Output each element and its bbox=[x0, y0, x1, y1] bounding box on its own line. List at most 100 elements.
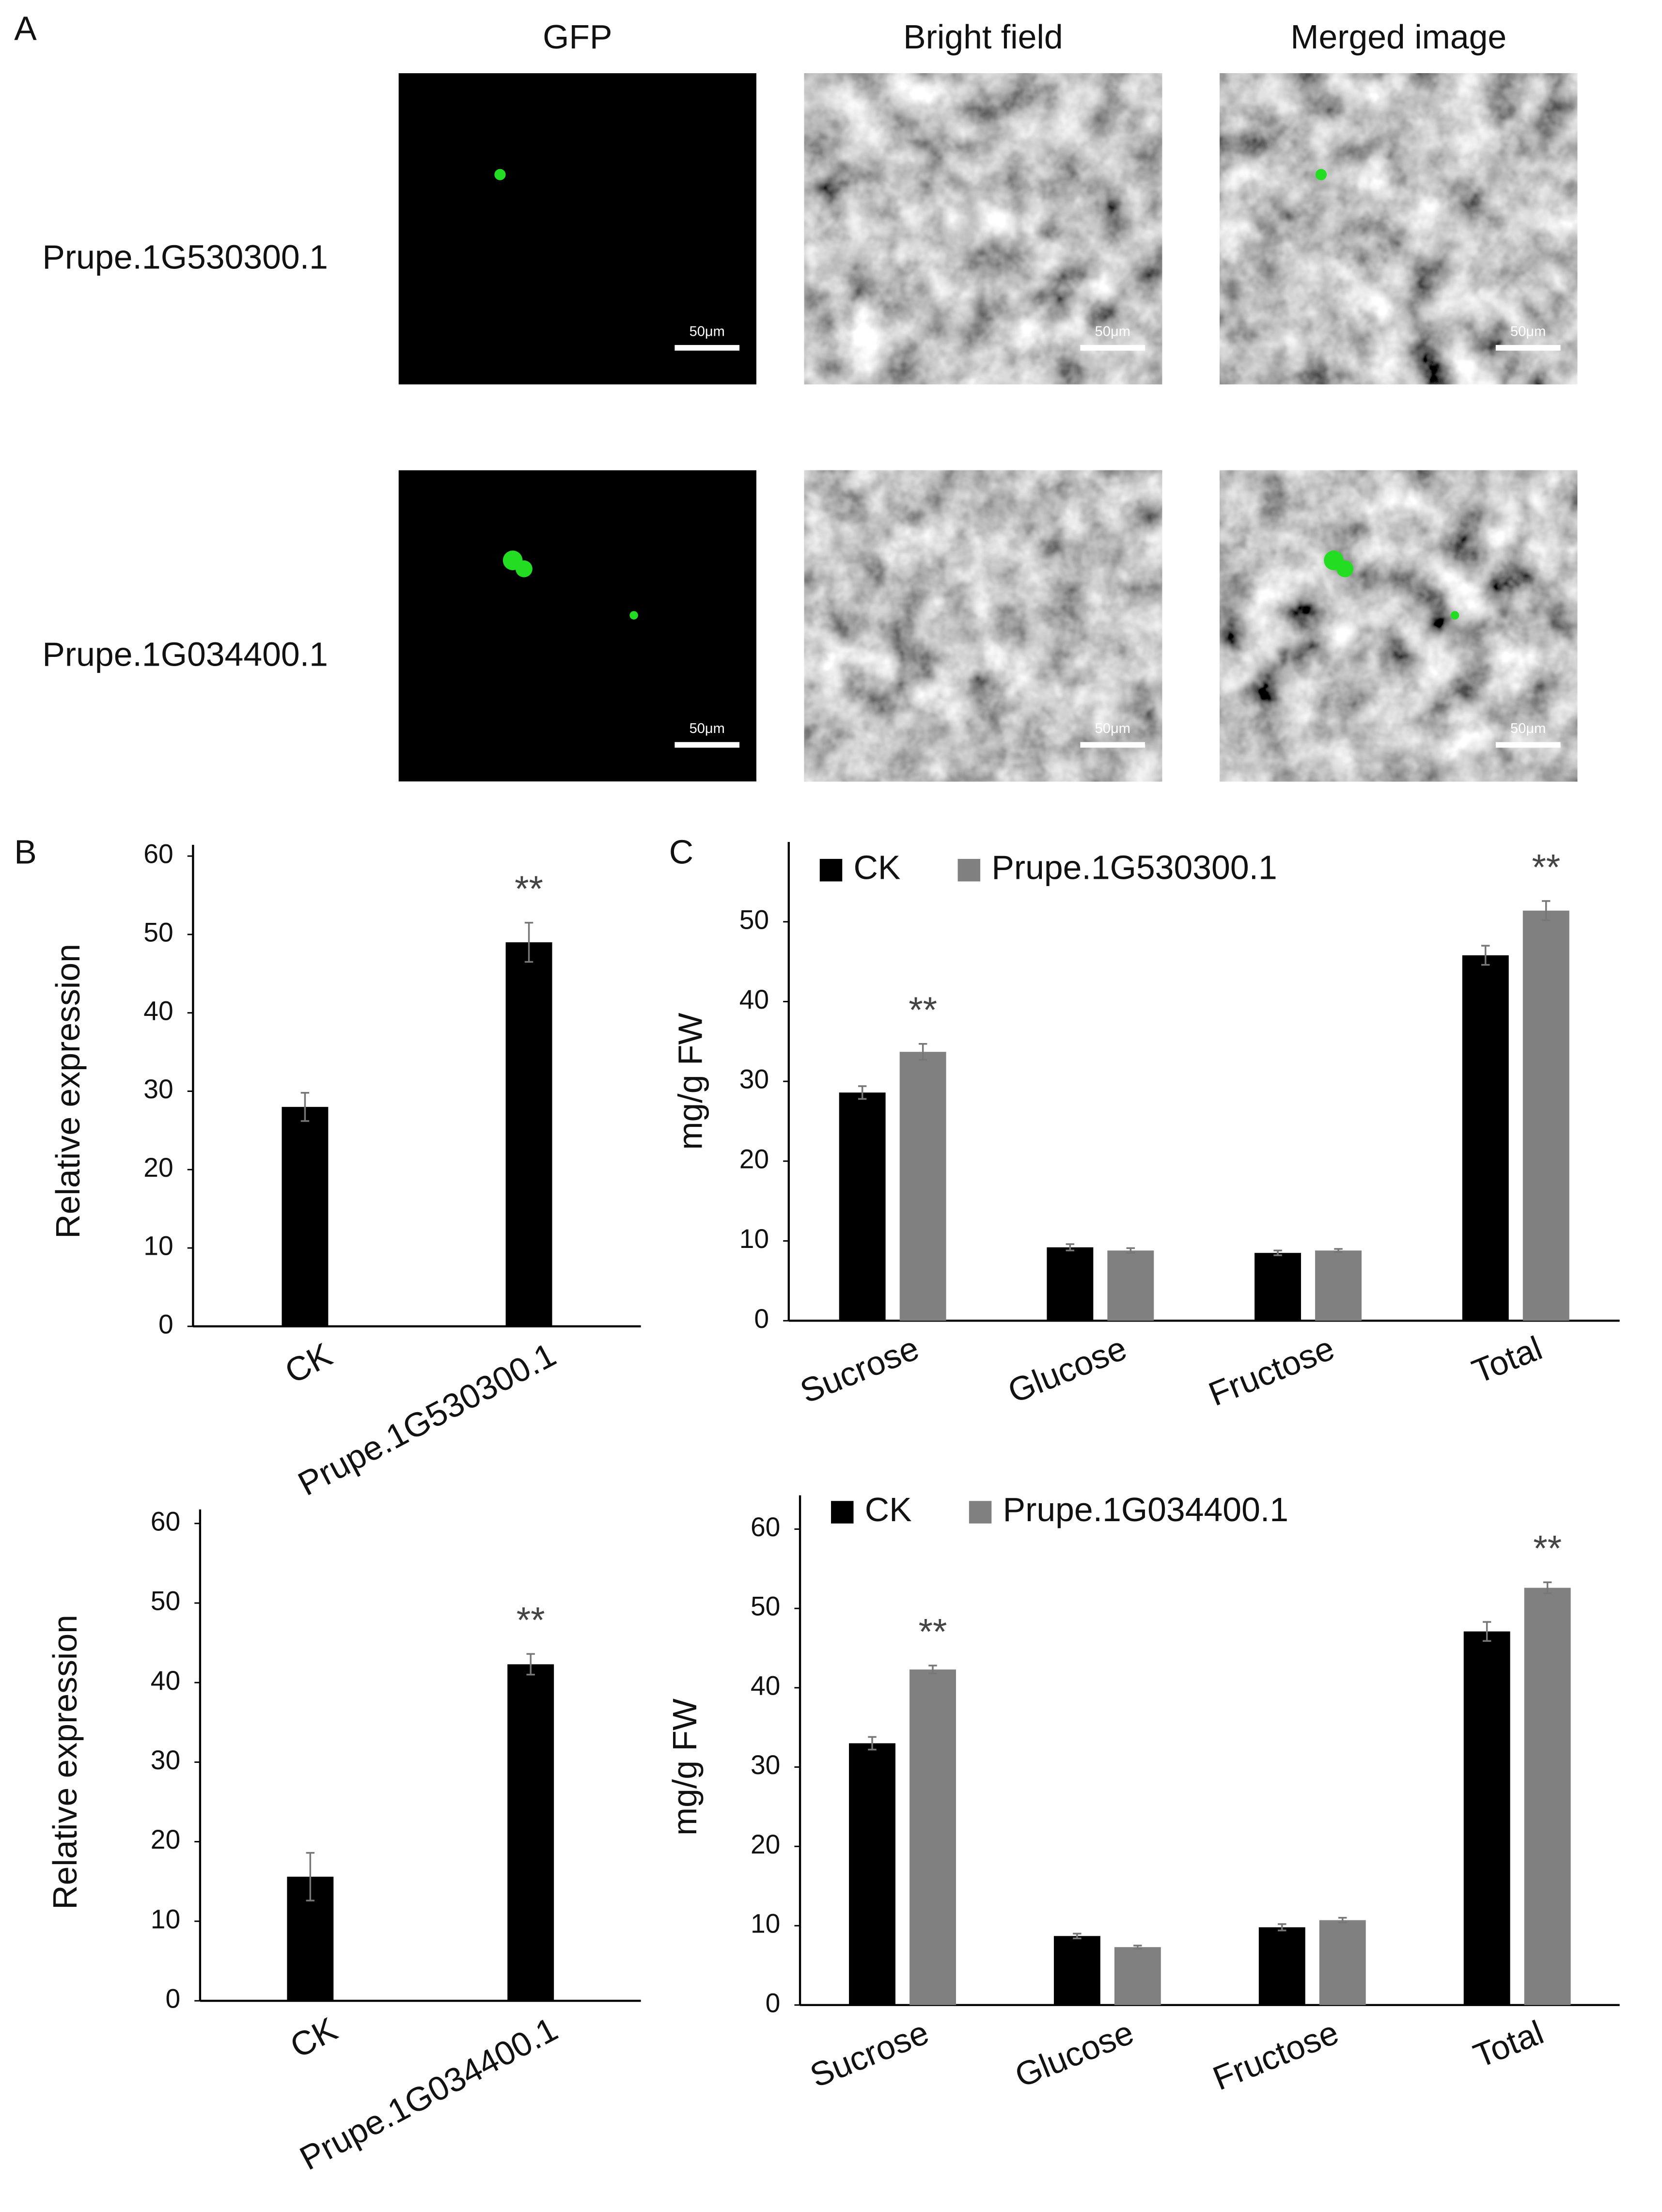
bar bbox=[899, 1052, 946, 1321]
merged-image bbox=[1220, 470, 1578, 782]
significance-label: ** bbox=[919, 1612, 947, 1652]
error-bar bbox=[526, 1653, 535, 1676]
significance-label: ** bbox=[1532, 847, 1560, 888]
column-title: Bright field bbox=[903, 18, 1063, 56]
gfp-image bbox=[398, 73, 756, 385]
y-tick-label: 10 bbox=[739, 1224, 769, 1254]
bright-field-image bbox=[804, 73, 1162, 385]
y-tick-label: 40 bbox=[151, 1666, 180, 1696]
y-tick-label: 20 bbox=[751, 1829, 780, 1859]
y-axis-label: mg/g FW bbox=[672, 1013, 709, 1150]
bar bbox=[1522, 910, 1569, 1321]
legend-swatch bbox=[819, 858, 843, 882]
x-tick-label: Sucrose bbox=[795, 1329, 924, 1410]
scale-bar-label: 50μm bbox=[1095, 324, 1130, 340]
y-axis-label: mg/g FW bbox=[666, 1698, 704, 1836]
significance-label: ** bbox=[1533, 1528, 1562, 1569]
error-bar bbox=[1133, 1945, 1142, 1950]
y-tick-label: 10 bbox=[151, 1904, 180, 1934]
bar bbox=[282, 1106, 329, 1326]
panel-label: B bbox=[14, 833, 37, 871]
y-tick-label: 60 bbox=[143, 839, 173, 869]
y-tick-label: 0 bbox=[754, 1304, 769, 1334]
error-bar bbox=[858, 1085, 867, 1100]
y-tick-label: 50 bbox=[739, 904, 769, 935]
x-tick-label: Total bbox=[1468, 2013, 1549, 2075]
y-tick-label: 30 bbox=[751, 1750, 780, 1780]
y-tick-label: 50 bbox=[151, 1586, 180, 1616]
gfp-signal bbox=[1450, 611, 1459, 620]
y-tick-label: 0 bbox=[158, 1309, 173, 1339]
y-tick-label: 20 bbox=[143, 1153, 173, 1183]
bar bbox=[1254, 1253, 1301, 1321]
error-bar bbox=[1482, 1621, 1491, 1642]
error-bar bbox=[1338, 1916, 1347, 1924]
x-tick-label: Fructose bbox=[1204, 1329, 1340, 1413]
y-tick-label: 60 bbox=[151, 1506, 180, 1536]
y-tick-label: 0 bbox=[766, 1988, 781, 2018]
error-bar bbox=[1543, 1581, 1552, 1594]
bar bbox=[1258, 1927, 1305, 2005]
x-tick-label: CK bbox=[279, 1336, 338, 1391]
y-tick-label: 40 bbox=[143, 996, 173, 1026]
significance-label: ** bbox=[517, 1600, 545, 1641]
gfp-signal bbox=[1336, 560, 1354, 577]
y-tick-label: 10 bbox=[143, 1231, 173, 1261]
error-bar bbox=[928, 1665, 937, 1675]
error-bar bbox=[300, 1091, 310, 1122]
bar bbox=[1114, 1947, 1161, 2005]
y-tick-label: 0 bbox=[166, 1984, 181, 2014]
bar bbox=[507, 1664, 554, 2001]
bar bbox=[839, 1092, 886, 1321]
bar bbox=[1462, 955, 1509, 1321]
gfp-signal bbox=[494, 169, 506, 181]
row-label: Prupe.1G034400.1 bbox=[42, 635, 328, 673]
legend-label: Prupe.1G034400.1 bbox=[1003, 1491, 1288, 1528]
bar bbox=[1053, 1936, 1100, 2005]
error-bar bbox=[868, 1736, 877, 1751]
y-tick-label: 60 bbox=[751, 1512, 780, 1542]
y-tick-label: 40 bbox=[739, 984, 769, 1014]
y-axis-label: Relative expression bbox=[46, 1615, 84, 1910]
y-tick-label: 10 bbox=[751, 1909, 780, 1939]
y-tick-label: 20 bbox=[739, 1144, 769, 1174]
gfp-signal bbox=[629, 611, 638, 620]
error-bar bbox=[1481, 945, 1490, 966]
legend-swatch bbox=[969, 1501, 992, 1524]
column-title: Merged image bbox=[1290, 18, 1506, 56]
legend-swatch bbox=[957, 858, 981, 882]
panel-label: C bbox=[669, 833, 693, 871]
error-bar bbox=[1126, 1247, 1135, 1254]
gfp-signal bbox=[1315, 169, 1327, 181]
gfp-image bbox=[398, 470, 756, 782]
y-tick-label: 40 bbox=[751, 1670, 780, 1700]
error-bar bbox=[1334, 1248, 1343, 1253]
gfp-signal bbox=[515, 560, 533, 577]
y-tick-label: 30 bbox=[143, 1074, 173, 1104]
scale-bar-label: 50μm bbox=[1510, 721, 1546, 736]
merged-image bbox=[1220, 73, 1578, 385]
legend-label: CK bbox=[854, 849, 901, 887]
x-tick-label: Glucose bbox=[1003, 1329, 1131, 1410]
error-bar bbox=[918, 1043, 927, 1061]
bar bbox=[1524, 1588, 1571, 2005]
y-tick-label: 50 bbox=[143, 917, 173, 947]
bar bbox=[1463, 1631, 1510, 2005]
error-bar bbox=[1066, 1243, 1075, 1252]
y-tick-label: 20 bbox=[151, 1824, 180, 1854]
bar bbox=[1047, 1247, 1094, 1321]
scale-bar-label: 50μm bbox=[690, 721, 725, 736]
x-tick-label: Total bbox=[1467, 1329, 1547, 1391]
y-tick-label: 30 bbox=[739, 1064, 769, 1094]
x-tick-label: Glucose bbox=[1010, 2013, 1139, 2095]
error-bar bbox=[1278, 1923, 1286, 1932]
x-tick-label: Sucrose bbox=[805, 2013, 934, 2095]
significance-label: ** bbox=[909, 990, 937, 1031]
bright-field-image bbox=[804, 470, 1162, 782]
y-tick-label: 30 bbox=[151, 1745, 180, 1775]
panel-label: A bbox=[14, 9, 37, 47]
bar bbox=[909, 1669, 956, 2005]
bar bbox=[1315, 1250, 1362, 1321]
